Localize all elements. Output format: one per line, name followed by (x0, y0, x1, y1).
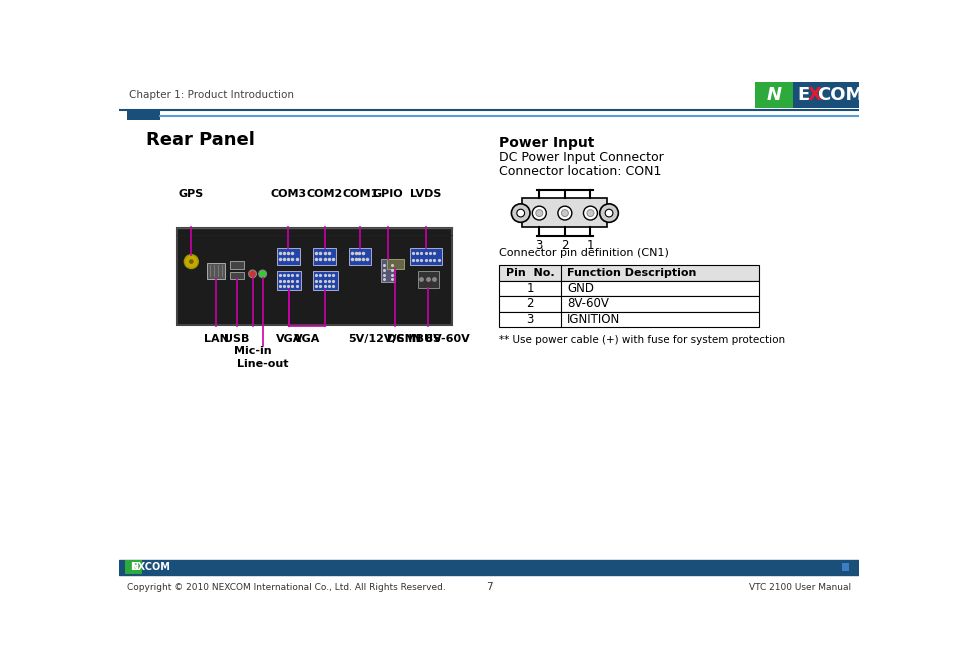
Circle shape (249, 270, 256, 278)
Bar (142, 560, 179, 574)
Text: COM: COM (816, 86, 862, 104)
Bar (230, 271, 244, 280)
Circle shape (511, 204, 530, 222)
Text: Copyright © 2010 NEXCOM International Co., Ltd. All Rights Reserved.: Copyright © 2010 NEXCOM International Co… (127, 583, 445, 592)
Text: Mic-in: Mic-in (233, 346, 271, 356)
Circle shape (586, 210, 594, 216)
Circle shape (189, 259, 193, 264)
Bar (313, 248, 335, 265)
Text: LVDS: LVDS (410, 190, 441, 199)
Text: VTC 2100 User Manual: VTC 2100 User Manual (748, 583, 850, 592)
Text: COM1: COM1 (342, 190, 378, 199)
Text: N: N (130, 562, 138, 573)
Bar (410, 248, 442, 265)
Text: EXCOM: EXCOM (132, 562, 171, 573)
Bar (230, 261, 244, 269)
Text: Connector location: CON1: Connector location: CON1 (498, 165, 660, 178)
Bar (841, 563, 848, 571)
Text: Power Input: Power Input (498, 136, 594, 150)
Text: GND: GND (567, 282, 594, 295)
Bar (119, 81, 858, 109)
Text: Chapter 1: Product Introduction: Chapter 1: Product Introduction (129, 90, 294, 100)
Text: LAN: LAN (204, 334, 229, 344)
Bar (127, 112, 159, 120)
Text: Connector pin definition (CN1): Connector pin definition (CN1) (498, 248, 668, 258)
Bar (498, 265, 758, 281)
Circle shape (558, 206, 571, 220)
Text: VGA: VGA (294, 334, 319, 344)
Text: DC IN 8V-60V: DC IN 8V-60V (387, 334, 470, 344)
Text: 3: 3 (535, 239, 542, 252)
Text: DC Power Input Connector: DC Power Input Connector (498, 151, 663, 165)
Bar (386, 259, 403, 269)
Text: USB: USB (224, 334, 250, 344)
Text: 3: 3 (526, 313, 533, 326)
Bar (313, 271, 337, 290)
Text: GPIO: GPIO (373, 190, 403, 199)
Text: COM3: COM3 (270, 190, 306, 199)
Bar (849, 563, 857, 571)
Text: Line-out: Line-out (236, 359, 288, 369)
Circle shape (599, 204, 618, 222)
Circle shape (604, 209, 612, 217)
Bar (125, 560, 142, 574)
Circle shape (517, 209, 524, 217)
Circle shape (184, 255, 198, 269)
Text: 1: 1 (526, 282, 533, 295)
Circle shape (532, 206, 546, 220)
Bar (498, 281, 758, 296)
Bar (793, 82, 858, 108)
Text: COM2: COM2 (306, 190, 342, 199)
Text: 8V-60V: 8V-60V (567, 298, 608, 310)
Bar (417, 271, 439, 288)
Bar (207, 263, 225, 278)
Bar (177, 228, 452, 325)
Circle shape (583, 206, 597, 220)
Bar (349, 248, 371, 265)
Text: E: E (797, 86, 809, 104)
Text: 5V/12V/SMBUS: 5V/12V/SMBUS (348, 334, 441, 344)
Text: Rear Panel: Rear Panel (146, 130, 255, 149)
Bar (498, 312, 758, 327)
Text: 1: 1 (586, 239, 594, 252)
Bar (754, 82, 793, 108)
Circle shape (536, 210, 542, 216)
Text: VGA: VGA (275, 334, 302, 344)
Text: 2: 2 (526, 298, 533, 310)
Text: ** Use power cable (+) with fuse for system protection: ** Use power cable (+) with fuse for sys… (498, 335, 784, 345)
Bar (276, 248, 299, 265)
Circle shape (560, 210, 568, 216)
Bar (276, 271, 301, 290)
Circle shape (258, 270, 266, 278)
Bar (119, 560, 858, 575)
Text: IGNITION: IGNITION (567, 313, 619, 326)
Text: N: N (766, 86, 781, 104)
Text: X: X (806, 86, 821, 104)
Bar (498, 296, 758, 312)
Text: 7: 7 (485, 583, 492, 592)
Text: Pin  No.: Pin No. (505, 268, 554, 278)
Bar (521, 198, 607, 227)
Bar (381, 259, 395, 282)
Text: Function Description: Function Description (567, 268, 696, 278)
Text: GPS: GPS (178, 190, 204, 199)
Text: 2: 2 (560, 239, 568, 252)
